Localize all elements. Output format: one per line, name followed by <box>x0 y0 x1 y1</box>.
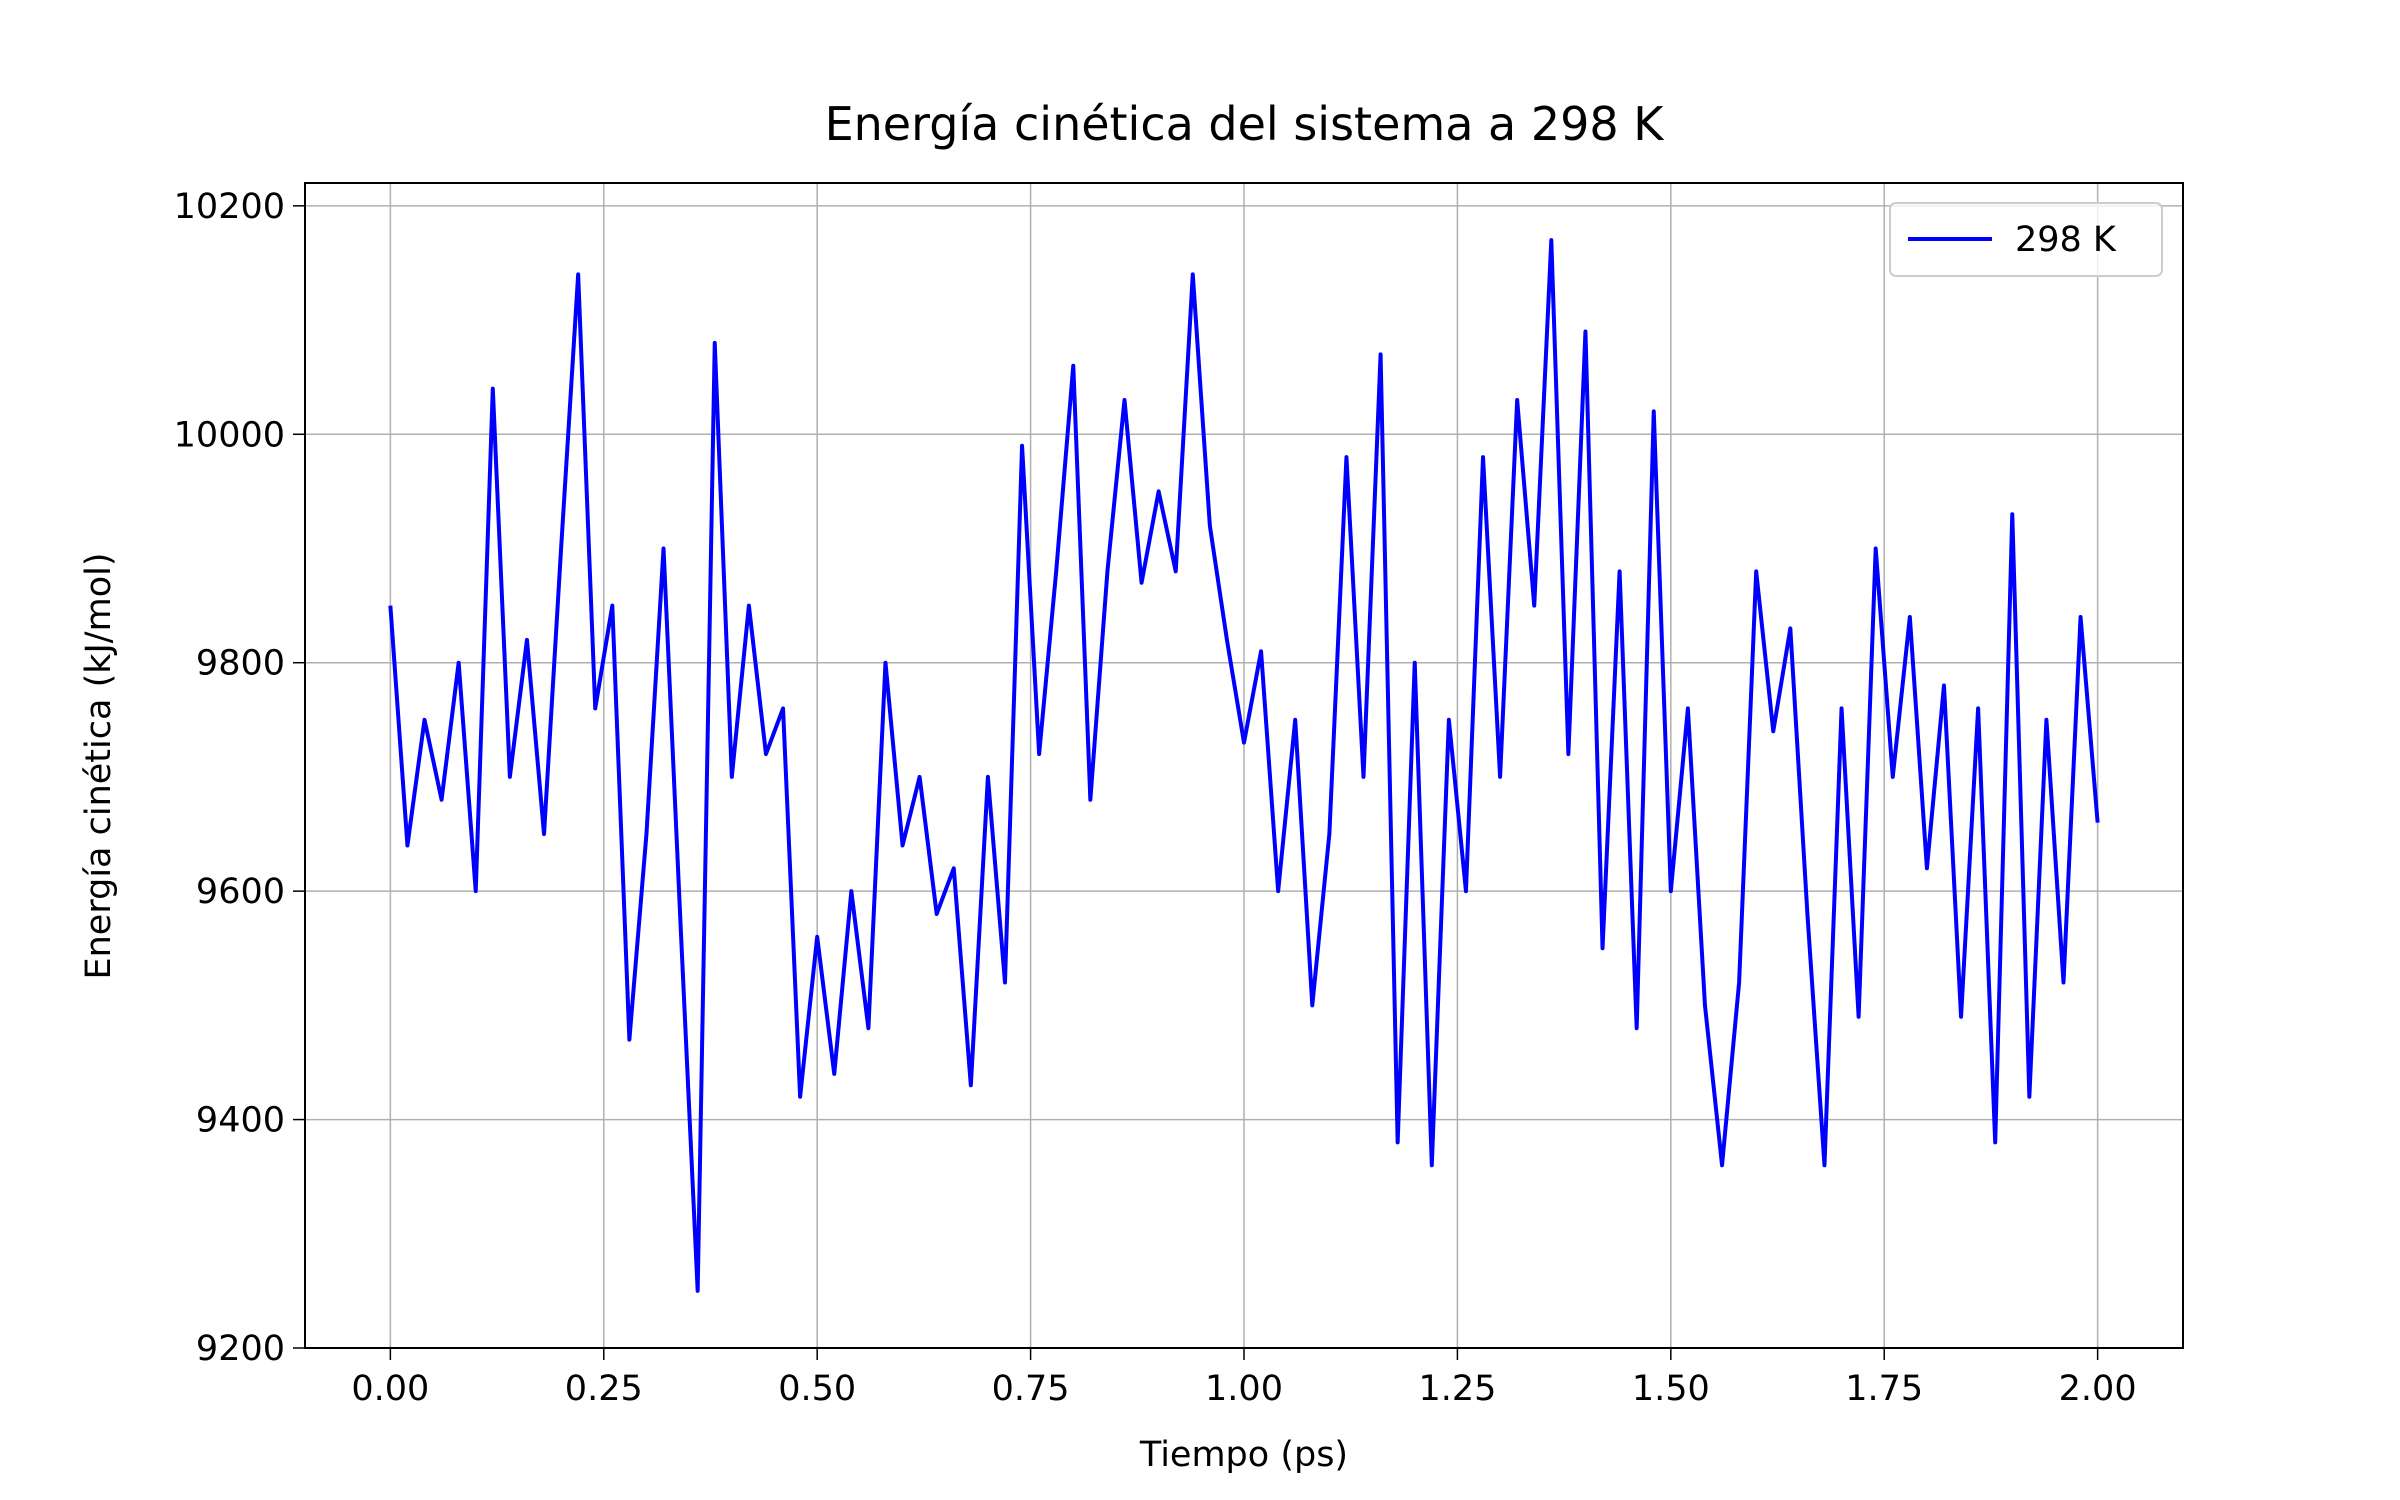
y-tick-label: 9400 <box>196 1101 285 1141</box>
legend-box <box>1889 202 2163 277</box>
x-tick-label: 2.00 <box>2059 1369 2137 1409</box>
y-tick-label: 10200 <box>174 187 285 227</box>
x-tick-label: 0.00 <box>351 1369 429 1409</box>
x-tick-label: 0.25 <box>565 1369 643 1409</box>
chart-title: Energía cinética del sistema a 298 K <box>825 97 1666 151</box>
x-tick-label: 1.50 <box>1632 1369 1710 1409</box>
x-tick-label: 1.75 <box>1845 1369 1923 1409</box>
axes-frame <box>304 182 2184 1349</box>
x-tick-label: 0.75 <box>992 1369 1070 1409</box>
y-tick-label: 10000 <box>174 415 285 455</box>
y-tick-label: 9800 <box>196 644 285 684</box>
data-line <box>388 238 2100 1293</box>
y-tick-label: 9200 <box>196 1329 285 1369</box>
y-axis-label: Energía cinética (kJ/mol) <box>79 553 119 980</box>
legend-label: 298 K <box>2015 220 2117 260</box>
x-tick-label: 0.50 <box>778 1369 856 1409</box>
x-axis-label: Tiempo (ps) <box>1139 1435 1348 1475</box>
x-tick-label: 1.00 <box>1205 1369 1283 1409</box>
x-tick-label: 1.25 <box>1418 1369 1496 1409</box>
y-tick-label: 9600 <box>196 872 285 912</box>
